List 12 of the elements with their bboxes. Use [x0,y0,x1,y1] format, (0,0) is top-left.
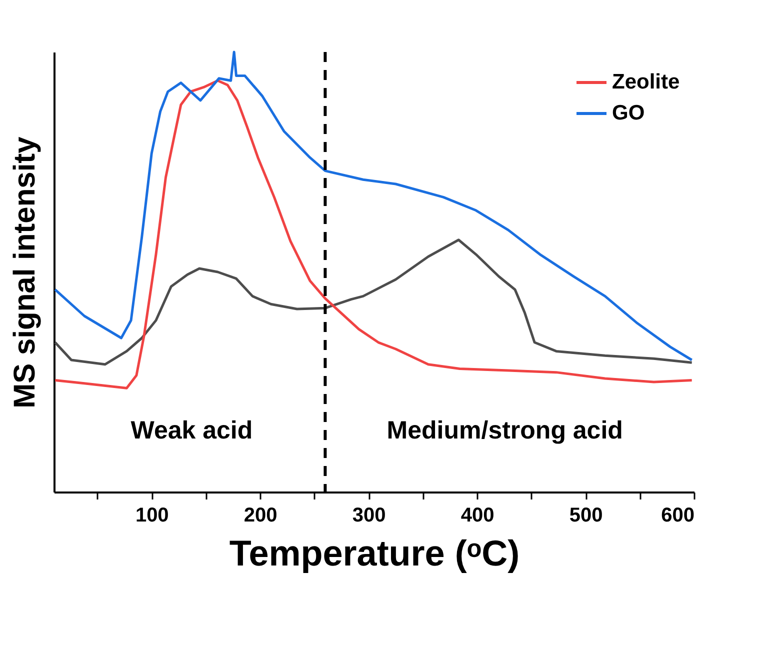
annotation: Weak acid [130,416,253,444]
x-tick-label: 200 [244,504,278,526]
legend-label: GO [612,102,645,124]
x-tick-label: 300 [352,504,386,526]
annotation: Medium/strong acid [386,416,623,444]
legend-label: Zeolite [612,70,680,94]
y-axis-title: MS signal intensity [8,136,42,408]
x-axis-title: Temperature (ᵒC) [229,532,520,574]
x-tick-label: 100 [135,504,169,526]
x-tick-label: 500 [569,504,603,526]
x-tick-label: 400 [460,504,494,526]
x-tick-label: 600 [661,504,694,526]
